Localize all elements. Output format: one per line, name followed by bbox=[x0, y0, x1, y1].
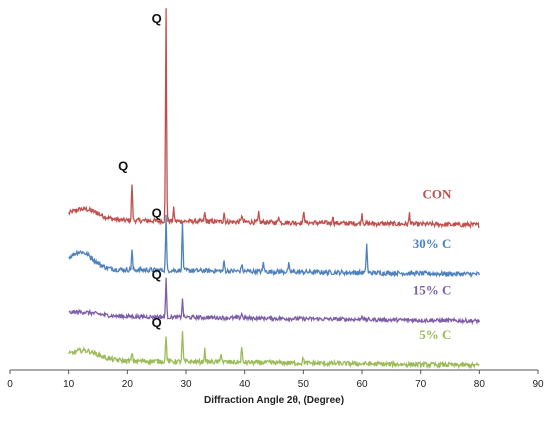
x-tick-label: 50 bbox=[298, 379, 310, 390]
x-tick-label: 20 bbox=[122, 379, 134, 390]
series-label: CON bbox=[422, 187, 452, 202]
peak-label-q: Q bbox=[152, 267, 162, 282]
peak-annotations: Q Q Q Q Q bbox=[118, 11, 162, 330]
peak-label-q: Q bbox=[118, 159, 128, 174]
series-line-0 bbox=[68, 8, 480, 230]
series-line-2 bbox=[68, 277, 480, 326]
series-label: 30% C bbox=[413, 236, 452, 251]
series-label: 15% C bbox=[413, 283, 452, 298]
series-label: 5% C bbox=[419, 327, 451, 342]
peak-label-q: Q bbox=[152, 205, 162, 220]
x-tick-label: 60 bbox=[356, 379, 368, 390]
series-line-1 bbox=[68, 214, 480, 278]
x-tick-label: 0 bbox=[7, 379, 13, 390]
peak-label-q: Q bbox=[152, 315, 162, 330]
x-tick-label: 10 bbox=[63, 379, 75, 390]
x-tick-label: 30 bbox=[180, 379, 192, 390]
x-tick-label: 40 bbox=[239, 379, 251, 390]
x-axis-title: Diffraction Angle 2θ, (Degree) bbox=[204, 395, 344, 406]
x-axis-ticks: 0 10 20 30 40 50 60 70 80 90 bbox=[7, 370, 544, 390]
x-tick-label: 80 bbox=[474, 379, 486, 390]
series-lines bbox=[68, 8, 480, 370]
x-tick-label: 70 bbox=[415, 379, 427, 390]
series-line-3 bbox=[68, 331, 480, 370]
x-tick-label: 90 bbox=[532, 379, 544, 390]
peak-label-q: Q bbox=[152, 11, 162, 26]
series-labels: CON 30% C 15% C 5% C bbox=[413, 187, 452, 342]
